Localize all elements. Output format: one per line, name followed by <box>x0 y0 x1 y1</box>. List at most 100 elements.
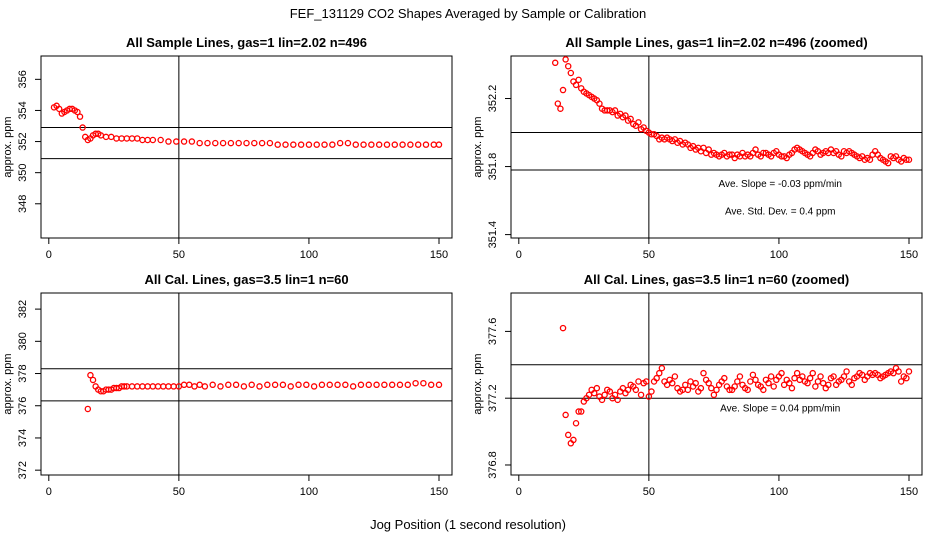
data-point <box>825 381 832 389</box>
data-point <box>154 383 162 390</box>
data-point <box>157 136 164 144</box>
data-point <box>669 379 676 387</box>
data-point <box>336 139 344 147</box>
data-point <box>407 141 414 148</box>
data-point <box>606 388 614 395</box>
y-axis-label: approx. ppm <box>472 116 484 177</box>
data-point <box>329 141 336 148</box>
data-point <box>564 431 572 439</box>
data-point <box>318 381 326 389</box>
data-point <box>570 436 577 444</box>
data-point <box>173 138 180 145</box>
data-point <box>256 383 263 390</box>
data-point <box>196 139 203 147</box>
data-point <box>564 62 572 70</box>
data-point <box>557 105 564 112</box>
data-point <box>266 139 274 147</box>
annotation-text: Ave. Std. Dev. = 0.4 ppm <box>725 206 836 217</box>
data-point <box>295 381 302 389</box>
data-point <box>310 383 318 390</box>
data-point <box>734 378 741 385</box>
x-tick-label: 50 <box>173 249 185 261</box>
data-point <box>611 107 619 114</box>
data-point <box>767 373 775 380</box>
data-point <box>170 383 177 390</box>
data-point <box>248 381 255 389</box>
data-point <box>227 139 235 147</box>
data-point <box>637 391 645 399</box>
data-point <box>697 384 705 392</box>
data-point <box>133 383 141 390</box>
data-point <box>391 141 399 148</box>
data-point <box>149 136 157 144</box>
data-point <box>749 371 757 379</box>
y-axis-label: approx. ppm <box>2 116 14 177</box>
data-point <box>232 381 240 389</box>
data-point <box>297 141 305 148</box>
data-point <box>765 379 772 387</box>
x-tick-label: 50 <box>643 486 655 498</box>
data-point <box>128 135 136 142</box>
x-tick-label: 150 <box>430 486 448 498</box>
data-point <box>321 141 328 148</box>
y-axis-label: approx. ppm <box>2 353 14 414</box>
data-point <box>258 139 266 147</box>
data-point <box>251 139 258 147</box>
data-point <box>204 139 211 147</box>
data-point <box>671 373 679 380</box>
x-tick-label: 50 <box>173 486 185 498</box>
data-point <box>684 386 692 394</box>
data-point <box>614 396 621 404</box>
data-point <box>404 381 412 389</box>
x-tick-label: 100 <box>770 249 788 261</box>
x-tick-label: 100 <box>300 486 318 498</box>
data-point <box>139 136 146 144</box>
data-point <box>87 371 94 379</box>
data-point <box>692 379 699 387</box>
y-tick-label: 377.6 <box>487 318 499 346</box>
data-point <box>352 141 360 148</box>
y-tick-label: 351.8 <box>487 153 499 181</box>
y-tick-label: 351.4 <box>487 221 499 249</box>
data-point <box>186 381 193 389</box>
data-point <box>726 151 733 158</box>
panel-3: All Cal. Lines, gas=3.5 lin=1 n=60 0 50 100… <box>2 272 453 498</box>
data-point <box>368 141 375 148</box>
y-tick-label: 378 <box>17 364 29 382</box>
data-point <box>806 374 814 382</box>
x-tick-label: 0 <box>46 486 52 498</box>
data-point <box>342 381 349 389</box>
data-point <box>627 115 634 123</box>
data-point <box>598 396 606 404</box>
y-tick-label: 348 <box>17 195 29 213</box>
data-point <box>848 381 856 389</box>
annotation-text: Ave. Slope = -0.03 ppm/min <box>718 179 842 190</box>
data-point <box>360 141 367 148</box>
data-point <box>383 141 391 148</box>
data-point <box>731 383 738 390</box>
x-tick-label: 150 <box>900 249 918 261</box>
data-point <box>120 383 128 390</box>
data-point <box>375 141 383 148</box>
data-point <box>160 383 167 390</box>
data-point <box>209 381 216 389</box>
data-point <box>217 383 224 390</box>
data-point <box>778 369 785 377</box>
data-point <box>305 141 313 148</box>
data-point <box>791 374 798 382</box>
data-point <box>799 373 806 380</box>
plot-frame <box>40 292 453 476</box>
data-point <box>287 383 294 390</box>
data-point <box>601 391 608 399</box>
y-tick-label: 374 <box>17 429 29 447</box>
data-point <box>687 378 694 385</box>
y-tick-label: 356 <box>17 70 29 88</box>
data-point <box>575 408 582 415</box>
data-point <box>212 139 219 147</box>
data-point <box>710 391 718 399</box>
panel-title: All Cal. Lines, gas=3.5 lin=1 n=60 <box>144 272 348 287</box>
data-point <box>128 383 136 390</box>
panel-title: All Sample Lines, gas=1 lin=2.02 n=496 (… <box>565 35 867 50</box>
panel-2: All Sample Lines, gas=1 lin=2.02 n=496 (… <box>472 35 923 261</box>
